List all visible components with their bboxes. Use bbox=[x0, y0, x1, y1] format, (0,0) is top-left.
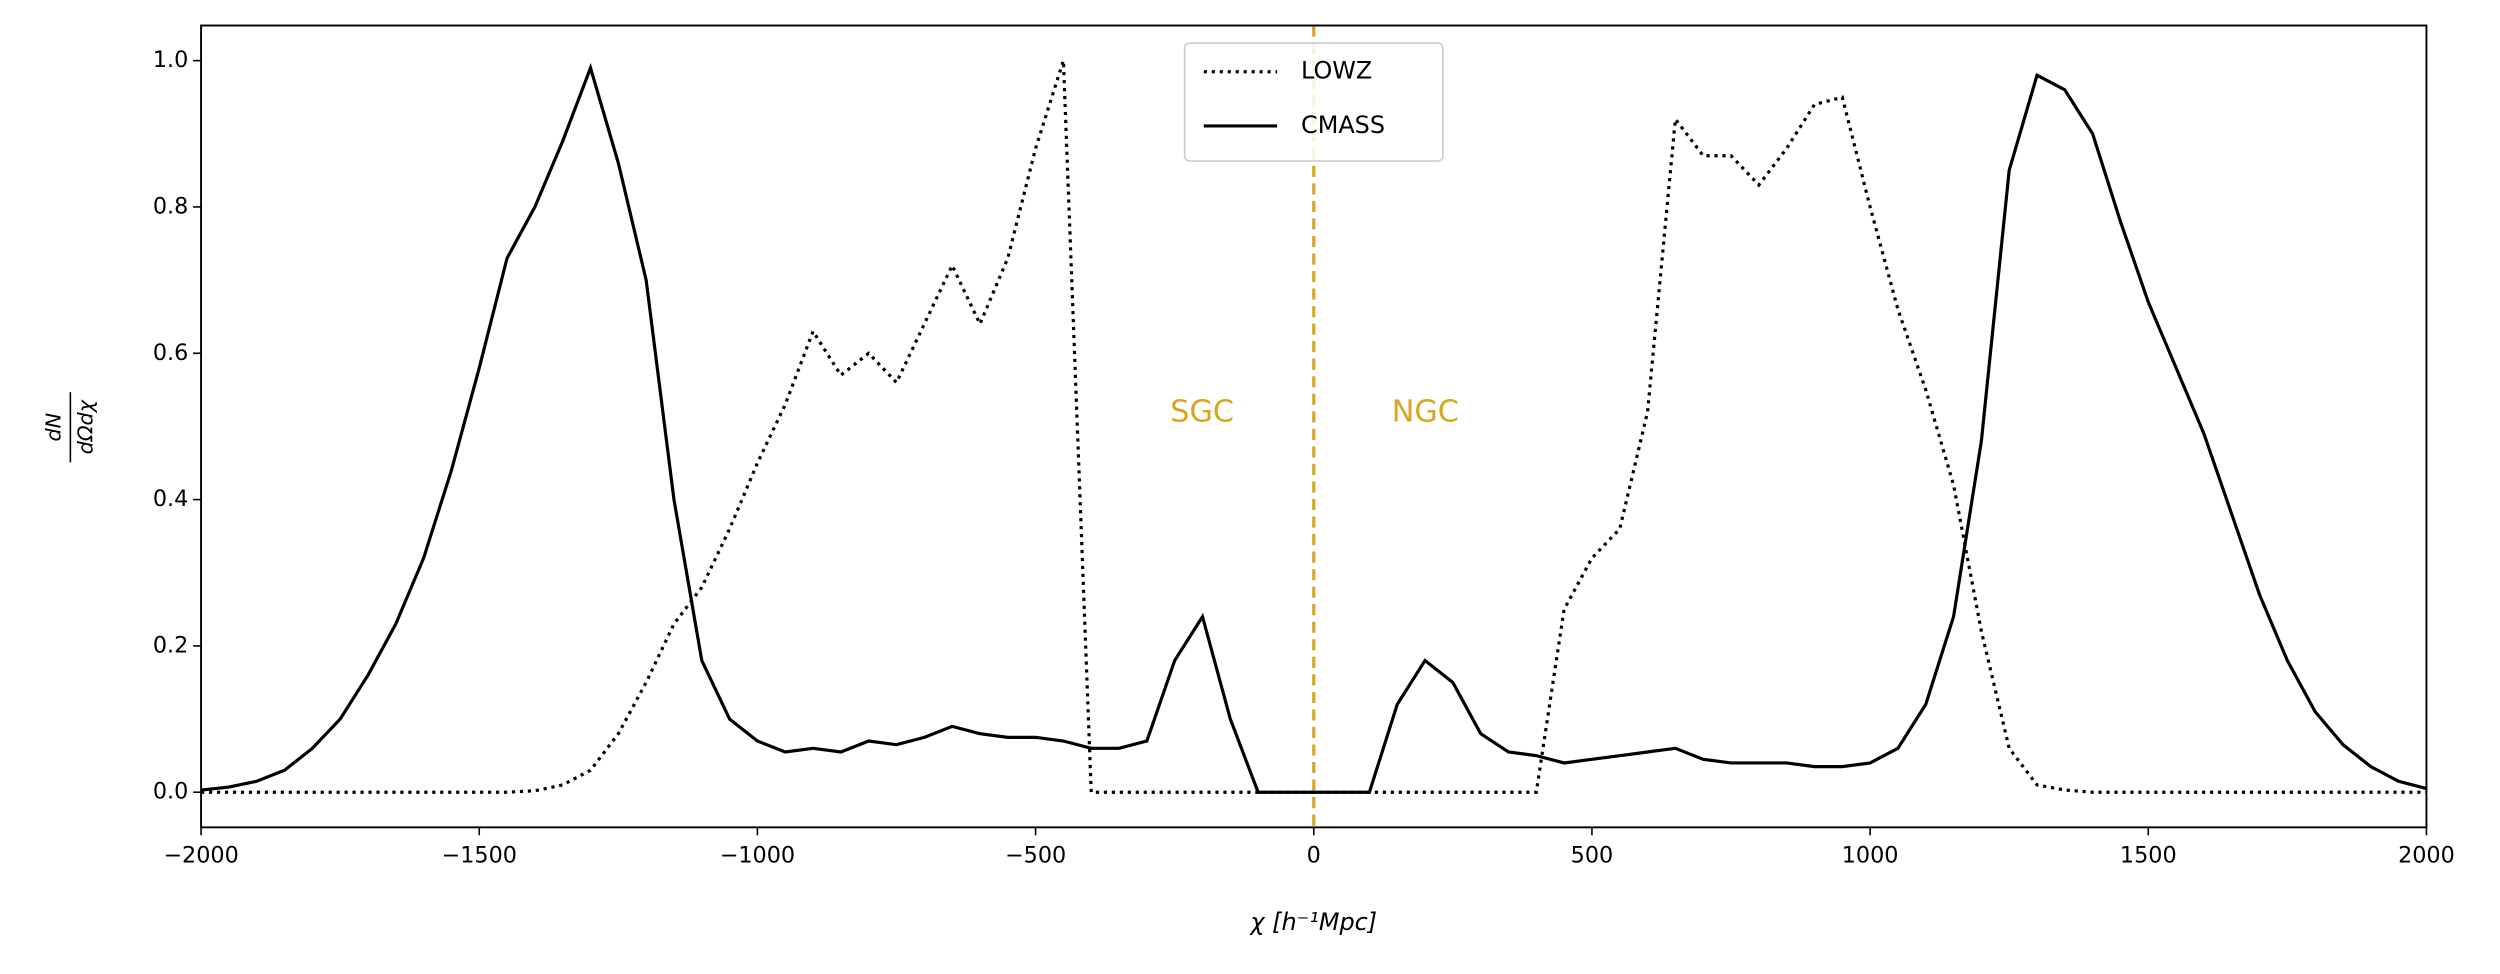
y-tick-label: 0.6 bbox=[153, 340, 188, 366]
y-tick-label: 1.0 bbox=[153, 47, 188, 73]
annotation: SGC bbox=[1170, 394, 1234, 429]
y-tick-label: 0.8 bbox=[153, 193, 188, 219]
y-tick-label: 0.4 bbox=[153, 486, 188, 512]
x-tick-label: 500 bbox=[1571, 843, 1614, 869]
x-axis-label: χ [h⁻¹Mpc] bbox=[1248, 908, 1377, 936]
x-tick-label: 2000 bbox=[2398, 843, 2455, 869]
y-label-numerator: dN bbox=[41, 413, 65, 442]
plot-frame bbox=[200, 24, 2428, 829]
x-tick-label: −2000 bbox=[163, 843, 238, 869]
legend-box bbox=[1183, 42, 1444, 162]
x-tick-label: 1000 bbox=[1842, 843, 1899, 869]
x-tick-label: −1000 bbox=[720, 843, 795, 869]
x-tick-label: −1500 bbox=[442, 843, 517, 869]
y-tick-label: 0.2 bbox=[153, 632, 188, 658]
annotation: NGC bbox=[1392, 394, 1459, 429]
y-tick-label: 0.0 bbox=[153, 779, 188, 805]
data-line bbox=[200, 62, 2427, 794]
y-label-denominator: dΩdχ bbox=[73, 399, 97, 454]
legend-label: LOWZ bbox=[1301, 57, 1372, 85]
legend-label: CMASS bbox=[1301, 111, 1385, 139]
x-tick-label: 1500 bbox=[2120, 843, 2177, 869]
y-axis-label: dN dΩdχ bbox=[41, 392, 97, 463]
legend: LOWZ CMASS bbox=[1183, 42, 1444, 162]
x-tick-label: 0 bbox=[1307, 843, 1321, 869]
x-tick-label: −500 bbox=[1005, 843, 1066, 869]
